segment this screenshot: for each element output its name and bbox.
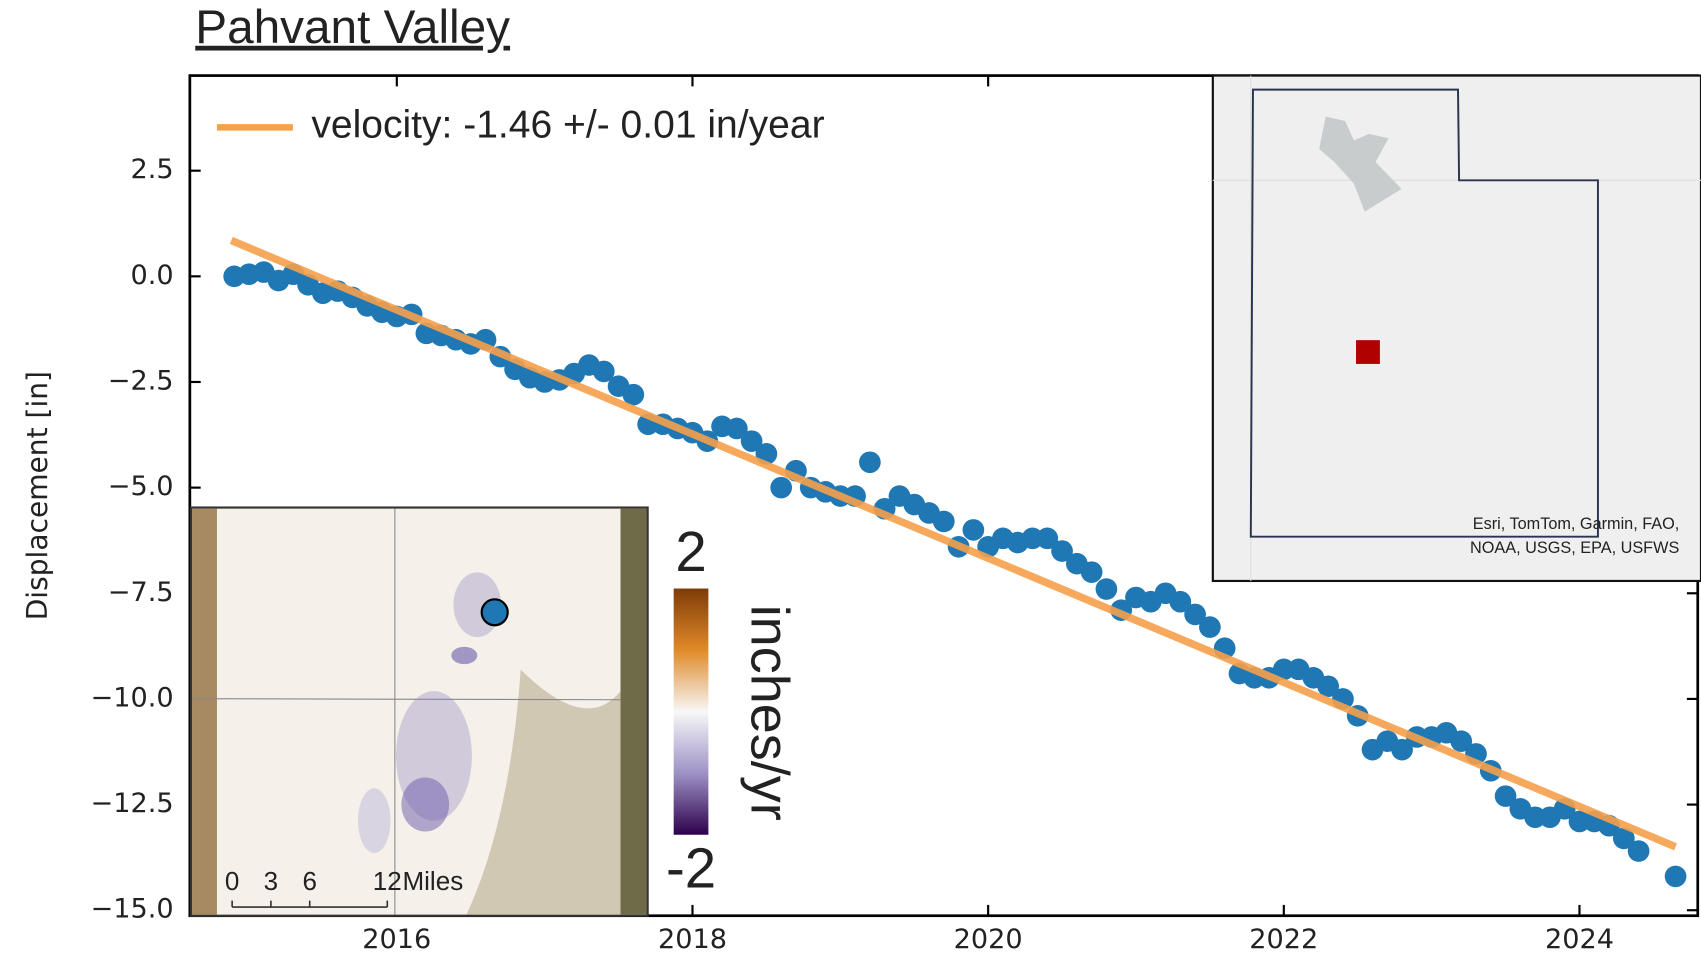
terrain-strip (192, 509, 217, 915)
y-tick-label: −10.0 (90, 682, 173, 713)
data-point (1628, 840, 1650, 862)
data-point (859, 451, 881, 473)
location-marker (1356, 340, 1380, 364)
colorbar (674, 589, 709, 835)
chart: Pahvant Valley Displacement [in] 2.5 0.0 −… (0, 0, 1701, 960)
colorbar-tick-label: 2 (675, 520, 706, 583)
y-tick-label: 0.0 (130, 260, 173, 291)
data-point (1081, 561, 1103, 583)
scale-label: 12 (373, 866, 402, 896)
scale-unit: Miles (402, 866, 463, 896)
map-frame (1213, 76, 1701, 581)
scale-label: 0 (225, 866, 239, 896)
y-tick-label: −2.5 (108, 366, 174, 397)
data-point (1665, 866, 1687, 888)
x-tick-label: 2022 (1249, 924, 1318, 955)
x-tick-label: 2018 (658, 924, 727, 955)
y-tick-label: −15.0 (90, 894, 173, 925)
subsidence-area (358, 788, 391, 853)
location-map: Esri, TomTom, Garmin, FAO, NOAA, USGS, E… (1213, 76, 1701, 581)
y-tick-label: −5.0 (108, 471, 174, 502)
data-point (770, 477, 792, 499)
chart-title: Pahvant Valley (195, 1, 510, 54)
data-point (963, 519, 985, 541)
scale-label: 3 (264, 866, 278, 896)
legend: velocity: -1.46 +/- 0.01 in/year (217, 104, 825, 147)
site-marker (482, 599, 508, 625)
subsidence-area (451, 647, 477, 664)
colorbar-tick-label: -2 (666, 836, 716, 899)
x-tick-label: 2020 (954, 924, 1023, 955)
data-point (1199, 616, 1221, 638)
legend-label: velocity: -1.46 +/- 0.01 in/year (311, 104, 824, 147)
data-point (933, 511, 955, 533)
y-tick-label: 2.5 (130, 154, 173, 185)
subsidence-area (401, 778, 449, 832)
page: Pahvant Valley Displacement [in] 2.5 0.0 −… (0, 0, 1701, 960)
x-tick-label: 2024 (1545, 924, 1614, 955)
y-axis-label: Displacement [in] (21, 371, 54, 620)
y-tick-label: −12.5 (90, 788, 173, 819)
y-tick-label: −7.5 (108, 577, 174, 608)
map-attribution: Esri, TomTom, Garmin, FAO, (1473, 515, 1680, 533)
data-point (1096, 578, 1118, 600)
x-tick-label: 2016 (362, 924, 431, 955)
colorbar-label: inches/yr (740, 605, 800, 821)
scale-label: 6 (302, 866, 316, 896)
map-attribution: NOAA, USGS, EPA, USFWS (1470, 539, 1679, 557)
terrain-strip (621, 509, 647, 915)
